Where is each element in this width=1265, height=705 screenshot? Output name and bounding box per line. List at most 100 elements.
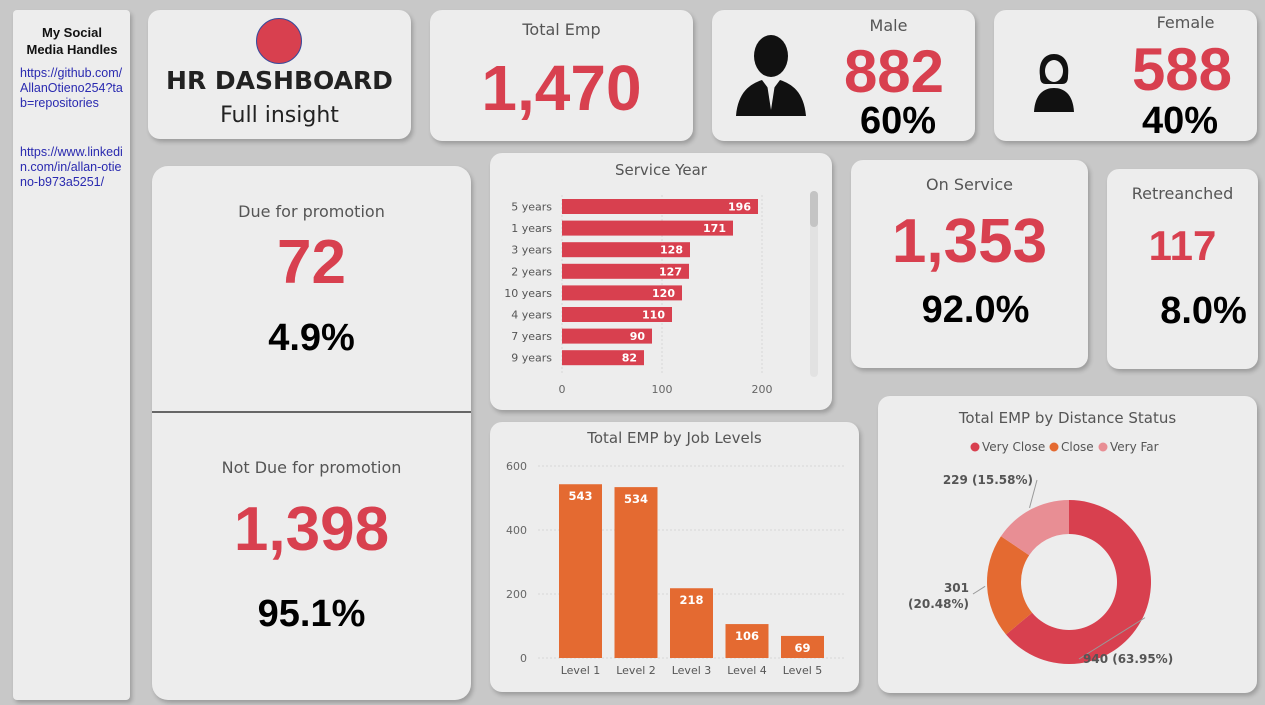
linkedin-link[interactable]: https://www.linkedin.com/in/allan-otieno… bbox=[20, 145, 123, 189]
service-year-x-tick: 0 bbox=[559, 383, 566, 396]
github-link[interactable]: https://github.com/AllanOtieno254?tab=re… bbox=[20, 66, 123, 110]
retrenched-card: Retreanched 117 8.0% bbox=[1107, 169, 1258, 369]
job-levels-category-label: Level 3 bbox=[672, 664, 712, 677]
distance-legend-marker bbox=[1049, 442, 1059, 452]
job-levels-data-label: 218 bbox=[679, 593, 703, 607]
distance-donut-slice bbox=[1000, 500, 1069, 556]
job-levels-y-tick: 600 bbox=[506, 460, 527, 473]
distance-legend-label: Very Close bbox=[982, 440, 1045, 454]
on-service-label: On Service bbox=[926, 175, 1013, 194]
due-promotion-pct: 4.9% bbox=[268, 317, 355, 359]
distance-legend-marker bbox=[970, 442, 980, 452]
title-card: HR DASHBOARD Full insight bbox=[148, 10, 411, 139]
job-levels-category-label: Level 1 bbox=[561, 664, 601, 677]
male-value: 882 bbox=[843, 38, 945, 105]
service-year-scroll-thumb[interactable] bbox=[810, 191, 818, 227]
service-year-category-label: 10 years bbox=[504, 287, 552, 300]
service-year-data-label: 128 bbox=[660, 244, 683, 257]
job-levels-data-label: 534 bbox=[624, 492, 648, 506]
job-levels-card: Total EMP by Job Levels 0 200 400 600 543 Lev… bbox=[490, 422, 859, 692]
male-label: Male bbox=[869, 16, 908, 35]
service-year-category-label: 1 years bbox=[511, 222, 552, 235]
job-levels-bar bbox=[670, 588, 713, 658]
service-year-bar bbox=[562, 350, 644, 366]
distance-donut-slice bbox=[1005, 500, 1151, 664]
service-year-data-label: 127 bbox=[659, 265, 682, 278]
service-year-category-label: 3 years bbox=[511, 244, 552, 257]
service-year-category-label: 5 years bbox=[511, 201, 552, 214]
service-year-category-label: 4 years bbox=[511, 309, 552, 322]
service-year-x-tick: 200 bbox=[752, 383, 773, 396]
job-levels-data-label: 69 bbox=[794, 641, 810, 655]
not-due-promotion-label: Not Due for promotion bbox=[221, 458, 402, 477]
service-year-data-label: 90 bbox=[630, 330, 646, 343]
job-levels-bar bbox=[559, 484, 602, 658]
page-title: HR DASHBOARD bbox=[166, 66, 393, 95]
male-card: Male 882 60% bbox=[712, 10, 975, 142]
distance-legend-label: Close bbox=[1061, 440, 1094, 454]
distance-legend-marker bbox=[1098, 442, 1108, 452]
service-year-bar bbox=[562, 263, 689, 279]
job-levels-chart: 0 200 400 600 543 Level 1 534 Level 2 218 Level 3… bbox=[506, 460, 846, 677]
service-year-data-label: 120 bbox=[652, 287, 675, 300]
service-year-data-label: 196 bbox=[728, 201, 751, 214]
promotion-card: Due for promotion 72 4.9% Not Due for pr… bbox=[152, 166, 471, 700]
service-year-bar bbox=[562, 199, 758, 214]
job-levels-bar bbox=[614, 487, 658, 658]
service-year-category-label: 7 years bbox=[511, 330, 552, 343]
distance-donut-slice bbox=[987, 536, 1033, 635]
job-levels-category-label: Level 5 bbox=[783, 664, 823, 677]
female-card: Female 588 40% bbox=[994, 10, 1257, 142]
job-levels-y-tick: 400 bbox=[506, 524, 527, 537]
distance-title: Total EMP by Distance Status bbox=[958, 409, 1177, 427]
distance-legend-label: Very Far bbox=[1110, 440, 1159, 454]
due-promotion-label: Due for promotion bbox=[238, 202, 385, 221]
job-levels-data-label: 543 bbox=[568, 489, 592, 503]
job-levels-category-label: Level 4 bbox=[727, 664, 767, 677]
service-year-bar bbox=[562, 285, 682, 301]
service-year-bar bbox=[562, 328, 652, 344]
not-due-promotion-pct: 95.1% bbox=[257, 593, 366, 635]
female-value: 588 bbox=[1131, 36, 1233, 103]
on-service-value: 1,353 bbox=[891, 207, 1048, 276]
retrenched-pct: 8.0% bbox=[1160, 290, 1247, 332]
social-handles-title: My Social Media Handles bbox=[26, 25, 118, 57]
job-levels-title: Total EMP by Job Levels bbox=[587, 429, 762, 447]
on-service-pct: 92.0% bbox=[921, 289, 1030, 331]
female-pct: 40% bbox=[1141, 100, 1219, 142]
distance-data-label: 940 (63.95%) bbox=[1083, 652, 1173, 666]
service-year-category-label: 9 years bbox=[511, 352, 552, 365]
distance-data-label: 301 bbox=[944, 581, 969, 595]
service-year-scrollbar[interactable] bbox=[810, 191, 818, 377]
distance-card: Total EMP by Distance Status Very Close C… bbox=[878, 396, 1257, 693]
social-handles-panel: My Social Media Handles https://github.c… bbox=[13, 10, 130, 700]
service-year-data-label: 82 bbox=[622, 352, 637, 365]
distance-chart: Very Close Close Very Far 940 (63.95%) 301 (2… bbox=[908, 440, 1173, 666]
logo-icon bbox=[256, 18, 302, 64]
service-year-data-label: 110 bbox=[642, 309, 665, 322]
job-levels-data-label: 106 bbox=[735, 629, 759, 643]
distance-leader-line bbox=[1029, 479, 1038, 508]
service-year-data-label: 171 bbox=[703, 222, 726, 235]
job-levels-bar bbox=[725, 624, 769, 658]
not-due-promotion-value: 1,398 bbox=[233, 495, 390, 564]
service-year-x-tick: 100 bbox=[652, 383, 673, 396]
distance-data-label: 229 (15.58%) bbox=[943, 473, 1033, 487]
service-year-bar bbox=[562, 307, 672, 322]
service-year-title: Service Year bbox=[615, 161, 707, 179]
on-service-card: On Service 1,353 92.0% bbox=[851, 160, 1088, 368]
retrenched-value: 117 bbox=[1148, 222, 1217, 269]
total-emp-value: 1,470 bbox=[481, 52, 642, 124]
page-subtitle: Full insight bbox=[220, 103, 339, 128]
job-levels-y-tick: 0 bbox=[520, 652, 527, 665]
male-person-icon bbox=[736, 35, 806, 116]
total-emp-card: Total Emp 1,470 bbox=[430, 10, 693, 141]
female-person-icon bbox=[1034, 54, 1074, 112]
job-levels-category-label: Level 2 bbox=[616, 664, 656, 677]
job-levels-y-tick: 200 bbox=[506, 588, 527, 601]
promotion-divider bbox=[152, 411, 471, 413]
due-promotion-value: 72 bbox=[277, 228, 346, 297]
total-emp-label: Total Emp bbox=[522, 20, 601, 39]
service-year-card: Service Year 0 100 200 5 years 196 1 years 171… bbox=[490, 153, 832, 410]
service-year-bar bbox=[562, 242, 690, 258]
